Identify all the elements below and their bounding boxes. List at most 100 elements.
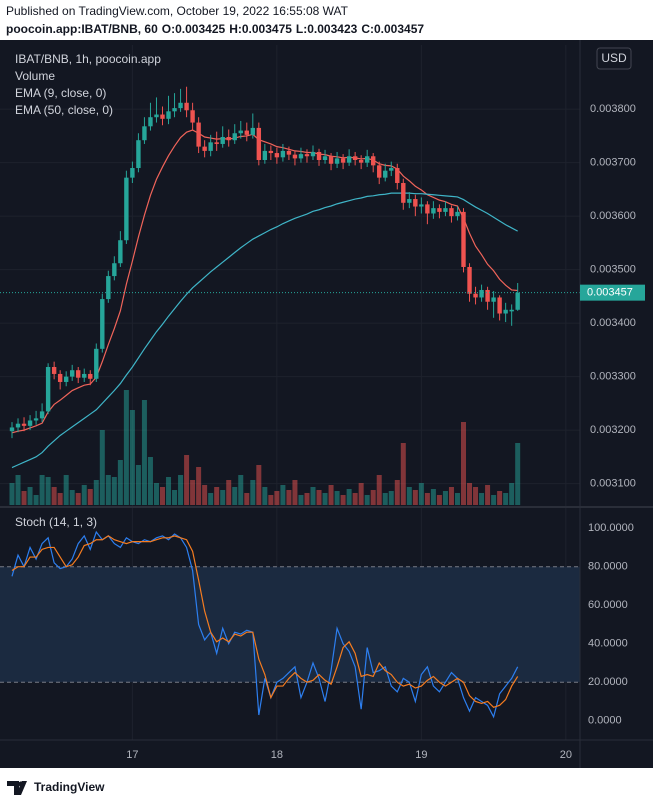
candle-body — [443, 208, 448, 212]
volume-bar — [111, 477, 117, 505]
volume-bar — [461, 422, 466, 505]
volume-bar — [238, 475, 244, 505]
volume-bar — [394, 480, 400, 505]
volume-bar — [184, 455, 190, 505]
candle-body — [461, 211, 466, 267]
volume-bar — [292, 480, 298, 505]
candle-body — [395, 168, 400, 183]
candle-body — [142, 126, 147, 141]
candle-body — [377, 165, 382, 178]
candle-body — [334, 158, 340, 164]
volume-bar — [280, 485, 286, 505]
candle-body — [202, 146, 207, 151]
volume-bar — [178, 475, 184, 505]
candle-body — [364, 156, 370, 163]
volume-bar — [27, 487, 33, 505]
volume-bar — [430, 489, 436, 505]
volume-bar — [370, 490, 376, 505]
volume-bar — [509, 483, 515, 505]
y-tick-label: 60.0000 — [588, 599, 628, 611]
candle-body — [51, 367, 57, 374]
candle-body — [479, 289, 484, 298]
candle-body — [63, 376, 69, 382]
volume-bar — [334, 491, 340, 505]
ohlc-label: C: — [361, 22, 374, 36]
ohlc-value: 0.003423 — [307, 22, 357, 36]
volume-bar — [15, 475, 21, 505]
candle-body — [226, 137, 231, 141]
indicator-title: Stoch (14, 1, 3) — [15, 515, 97, 529]
chart-title: IBAT/BNB, 1h, poocoin.app — [15, 52, 161, 66]
volume-bar — [208, 493, 214, 505]
volume-bar — [316, 490, 322, 505]
volume-bar — [93, 480, 99, 505]
volume-bar — [160, 487, 165, 505]
volume-bar — [33, 495, 39, 505]
candle-body — [431, 208, 436, 214]
last-price-label: 0.003457 — [587, 287, 633, 299]
volume-bar — [328, 485, 334, 505]
stoch-line — [11, 535, 519, 708]
candle-body — [515, 292, 520, 310]
volume-bar — [63, 475, 69, 505]
ohlc-label: O: — [162, 22, 175, 36]
candle-body — [82, 373, 87, 378]
volume-bar — [117, 460, 123, 505]
volume-bar — [268, 495, 274, 505]
ohlc-value: 0.003475 — [242, 22, 292, 36]
candle-body — [76, 370, 81, 378]
y-tick-label: 80.0000 — [588, 561, 628, 573]
candle-body — [166, 111, 171, 119]
candle-body — [57, 373, 63, 382]
candle-body — [100, 299, 105, 349]
candle-body — [124, 177, 129, 241]
candle-body — [94, 348, 99, 379]
candle-body — [371, 156, 376, 166]
currency-button[interactable] — [596, 47, 632, 70]
volume-bar — [9, 483, 15, 505]
volume-bar — [51, 487, 57, 505]
candle-body — [15, 423, 21, 428]
plot-area — [0, 45, 580, 740]
y-tick-label: 0.003500 — [590, 264, 636, 276]
y-tick-label: 0.003700 — [590, 157, 636, 169]
volume-bar — [99, 430, 105, 505]
volume-bar — [166, 477, 172, 505]
volume-bar — [69, 490, 75, 505]
candle-body — [9, 427, 15, 432]
y-tick-label: 20.0000 — [588, 676, 628, 688]
stoch-line — [11, 530, 519, 719]
candle-body — [88, 373, 93, 379]
band-fill — [0, 566, 580, 683]
candle-body — [455, 211, 460, 217]
volume-bar — [406, 487, 412, 505]
volume-bar — [196, 467, 202, 505]
last-price-box — [580, 284, 645, 301]
volume-bar — [322, 493, 328, 505]
volume-bar — [400, 443, 406, 505]
volume-bar — [123, 390, 129, 505]
volume-bar — [172, 490, 178, 505]
candle-body — [250, 127, 255, 135]
candle-body — [148, 117, 153, 127]
candle-body — [154, 114, 159, 118]
candle-body — [220, 137, 225, 144]
candle-body — [316, 151, 322, 160]
volume-bar — [39, 475, 45, 505]
currency-label: USD — [601, 51, 627, 65]
candle-body — [322, 156, 328, 160]
published-note: Published on TradingView.com, October 19… — [6, 4, 349, 18]
candle-body — [419, 204, 424, 207]
candle-body — [491, 297, 496, 302]
ema-line — [11, 192, 518, 469]
volume-bar — [220, 490, 226, 505]
volume-bar — [503, 493, 509, 505]
volume-bar — [141, 400, 147, 505]
candle-body — [196, 122, 201, 147]
volume-bar — [129, 410, 135, 505]
volume-bar — [358, 483, 364, 505]
candle-body — [413, 199, 418, 207]
volume-bar — [382, 493, 388, 505]
y-tick-label: 40.0000 — [588, 638, 628, 650]
